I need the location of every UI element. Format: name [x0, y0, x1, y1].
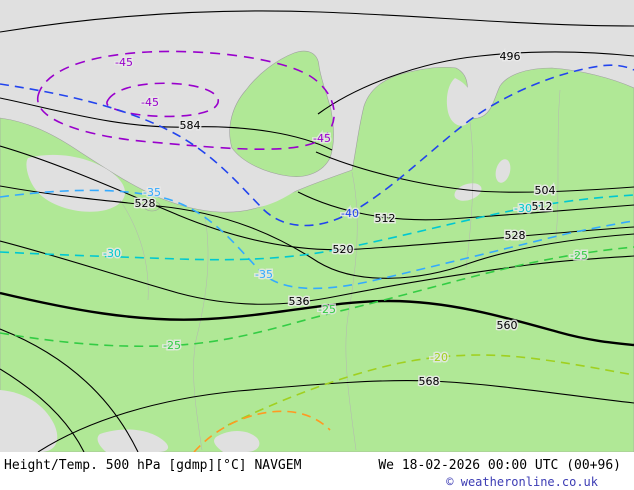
- footer: Height/Temp. 500 hPa [gdmp][°C] NAVGEM W…: [0, 452, 634, 490]
- height-contour-584: [0, 97, 333, 151]
- height-contour-520: [0, 145, 634, 251]
- country-border: [465, 121, 474, 269]
- height-contour-label: 512: [532, 200, 553, 213]
- white-sea: [446, 78, 475, 126]
- temp-contour-m45-outer: [37, 50, 335, 151]
- temp-contour-label: -40: [341, 207, 359, 220]
- water-layer: [0, 78, 511, 452]
- valid-time-label: We 18-02-2026 00:00 UTC (00+96): [378, 458, 621, 473]
- height-contours: [0, 10, 634, 452]
- sea-bottom-left-1: [0, 390, 58, 452]
- temp-contour-label: -45: [313, 132, 331, 145]
- height-contour-label: 528: [505, 229, 526, 242]
- footer-right: We 18-02-2026 00:00 UTC (00+96) © weathe…: [378, 458, 621, 489]
- temp-contours: [0, 50, 634, 452]
- height-contour-label: 568: [419, 375, 440, 388]
- height-contour-536: [0, 240, 634, 305]
- temp-contour-label: -20: [430, 351, 448, 364]
- baltic-sea: [168, 172, 306, 209]
- temp-contour-m40: [0, 64, 634, 227]
- lake-ladoga: [454, 183, 482, 201]
- temp-labels: -45 -45 -45 -40 -35 -35 -30 -30 -25 -25 -25 -20: [102, 55, 590, 366]
- height-contour-top: [0, 10, 634, 33]
- height-contour-label: 584: [180, 119, 201, 132]
- height-contour-label: 536: [289, 295, 310, 308]
- height-contour-label: 512: [375, 212, 396, 225]
- height-contour-label: 496: [500, 50, 521, 63]
- chart-title: Height/Temp. 500 hPa [gdmp][°C] NAVGEM: [4, 458, 302, 473]
- weather-map: 496 584 504 512 512 520 528 528 536 560 568 -45 -45…: [0, 0, 634, 452]
- temp-contour-label: -30: [103, 247, 121, 260]
- height-contour-504: [315, 151, 634, 193]
- temp-contour-label: -45: [115, 56, 133, 69]
- temp-contour-m20: [227, 354, 634, 426]
- temp-contour-m45-inner: [106, 82, 220, 118]
- temp-contour-label: -45: [141, 96, 159, 109]
- temp-contour-label: -30: [514, 202, 532, 215]
- height-contour-label: 528: [135, 197, 156, 210]
- height-contour-left-2: [0, 368, 85, 452]
- country-border: [555, 89, 561, 241]
- height-contour-label: 504: [535, 184, 556, 197]
- height-labels: 496 584 504 512 512 520 528 528 536 560 568: [133, 49, 557, 390]
- lake-onega: [495, 159, 511, 183]
- temp-contour-label: -35: [143, 186, 161, 199]
- country-border: [193, 215, 209, 451]
- sea-bottom-left-3: [214, 431, 260, 452]
- temp-contour-m25: [0, 246, 634, 348]
- temp-contour-m35: [0, 189, 634, 290]
- country-border: [345, 171, 358, 451]
- copyright-link[interactable]: © weatheronline.co.uk: [446, 475, 598, 489]
- height-contour-560-bold: [0, 291, 634, 347]
- height-contour-512: [297, 191, 634, 221]
- height-contour-496: [317, 51, 634, 115]
- border-layer: [119, 89, 561, 451]
- height-contour-528: [0, 185, 634, 279]
- height-contour-left-1: [0, 328, 139, 452]
- country-border: [119, 199, 149, 301]
- north-sea: [26, 154, 126, 212]
- height-contour-label: 560: [497, 319, 518, 332]
- temp-contour-label: -35: [255, 268, 273, 281]
- height-contour-label: 520: [333, 243, 354, 256]
- height-contour-568: [37, 380, 634, 452]
- temp-contour-label: -25: [570, 249, 588, 262]
- temp-contour-label: -25: [318, 303, 336, 316]
- temp-contour-label: -25: [163, 339, 181, 352]
